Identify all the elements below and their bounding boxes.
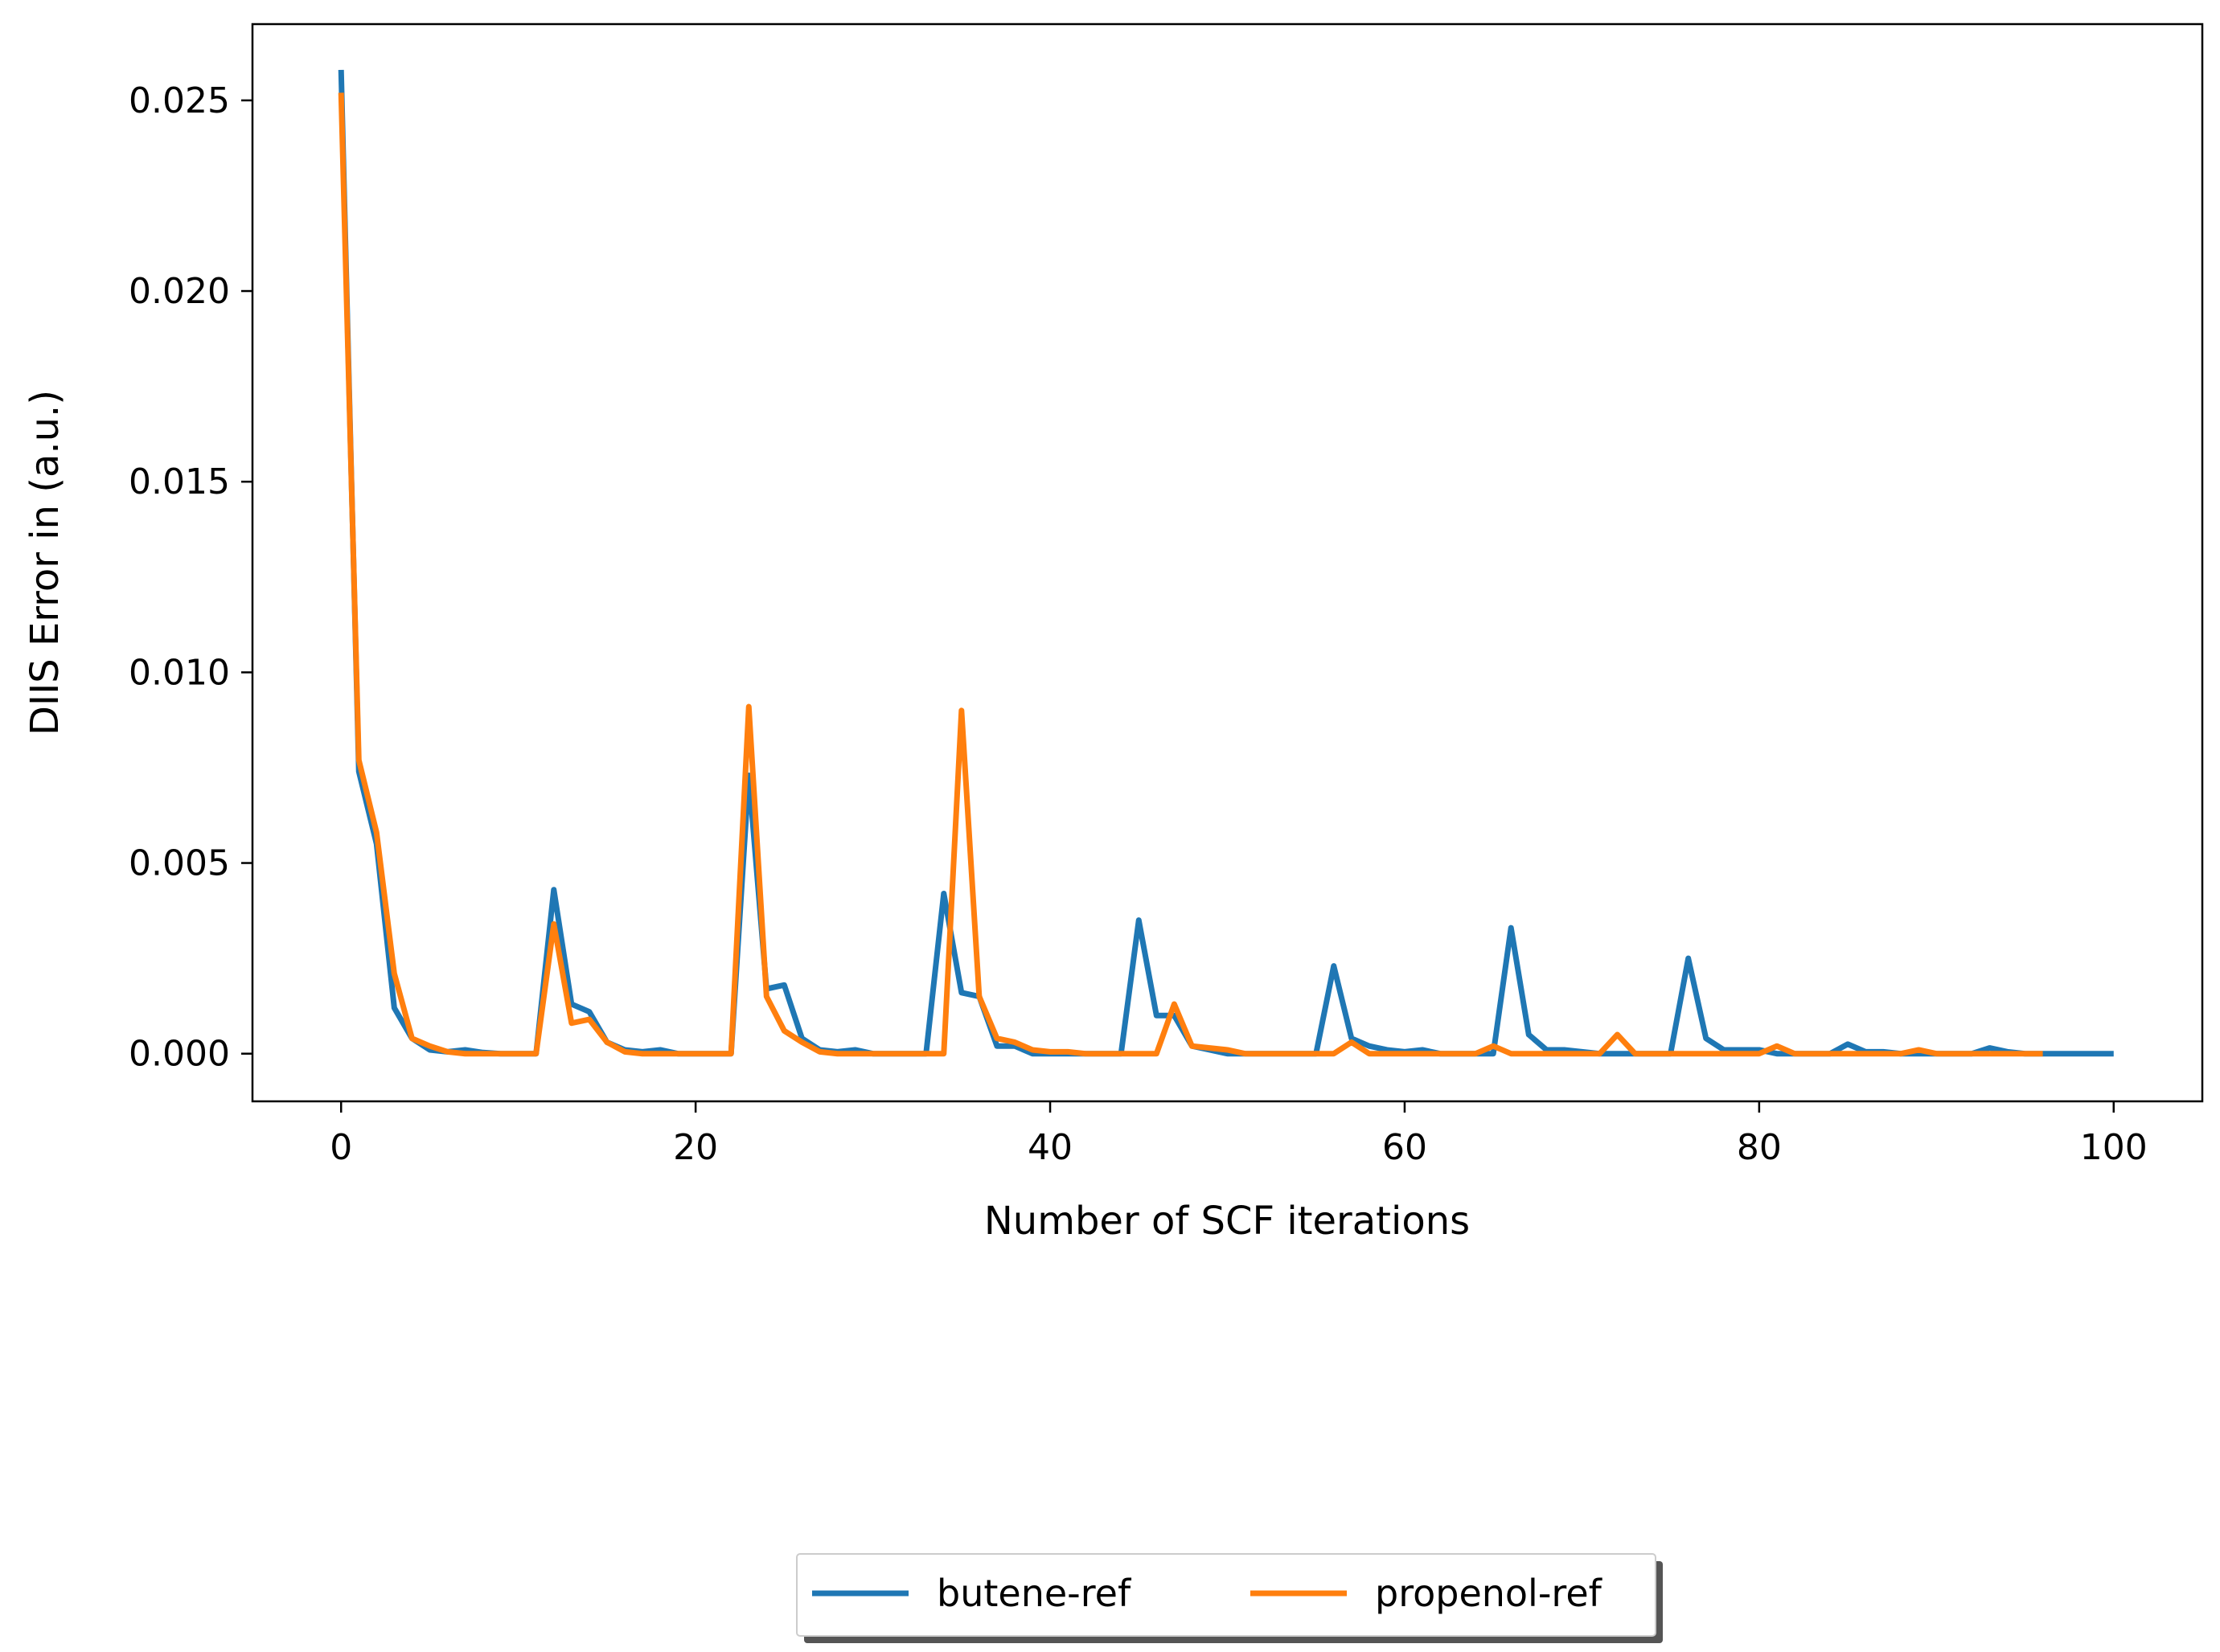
y-axis: 0.000 0.005 0.010 0.015 0.020 0.025 [129,80,252,1075]
y-axis-title: DIIS Error in (a.u.) [23,390,68,736]
series-layer [338,69,2114,1057]
x-axis-title: Number of SCF iterations [984,1199,1470,1244]
x-tick-label: 80 [1737,1127,1782,1168]
legend: butene-ref propenol-ref [796,1553,1663,1643]
series-line-propenol-ref [338,92,2043,1057]
plot-frame [251,23,2204,1103]
x-tick-label: 40 [1028,1127,1073,1168]
y-tick-label: 0.015 [129,461,230,502]
y-tick-label: 0.010 [129,652,230,693]
y-tick-label: 0.020 [129,271,230,312]
x-axis: 0 20 40 60 80 100 [330,1101,2148,1168]
x-tick-label: 20 [673,1127,718,1168]
x-tick-label: 60 [1382,1127,1427,1168]
plot-background [252,24,2202,1101]
y-tick-label: 0.005 [129,843,230,884]
legend-box [796,1553,1656,1637]
x-tick-label: 100 [2080,1127,2148,1168]
legend-label-butene-ref: butene-ref [937,1572,1132,1615]
legend-label-propenol-ref: propenol-ref [1375,1572,1603,1615]
y-tick-label: 0.025 [129,80,230,121]
y-tick-label: 0.000 [129,1034,230,1075]
x-tick-label: 0 [330,1127,352,1168]
